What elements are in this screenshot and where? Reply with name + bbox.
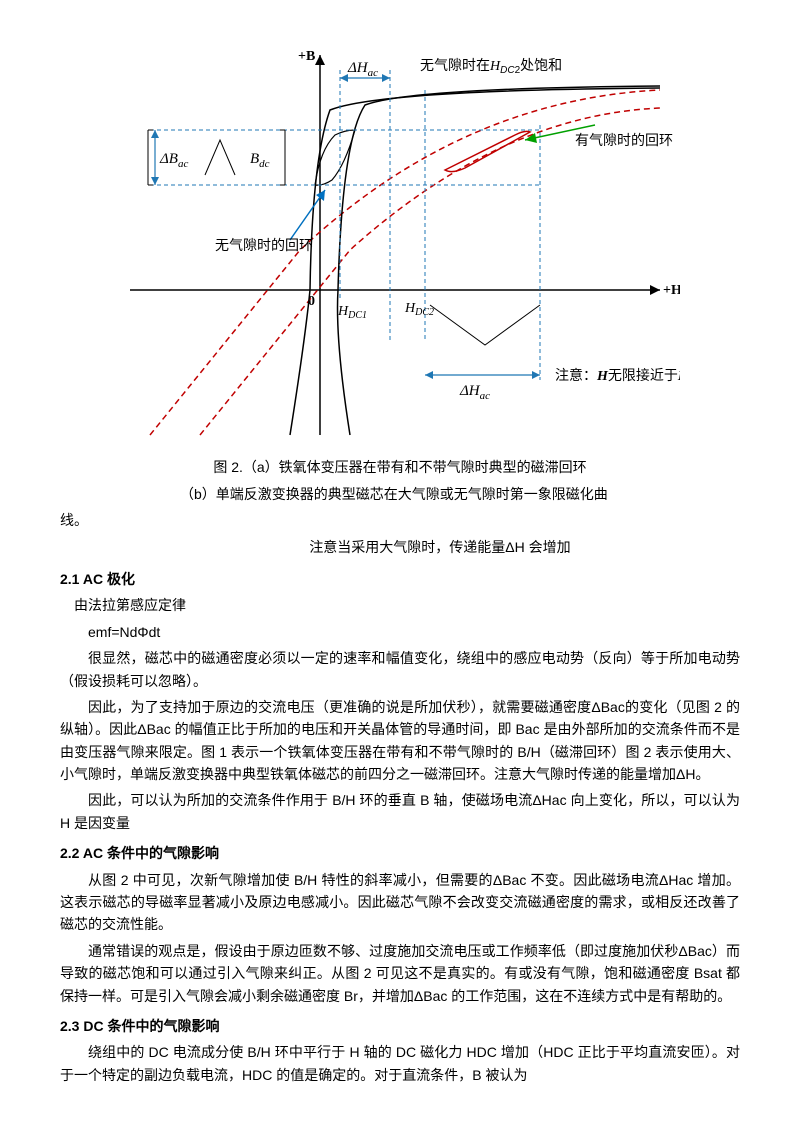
- section-2-1-title: 2.1 AC 极化: [60, 568, 740, 590]
- section-2-1-p3: 因此，可以认为所加的交流条件作用于 B/H 环的垂直 B 轴，使磁场电流ΔHac…: [60, 789, 740, 834]
- section-2-1-intro: 由法拉第感应定律: [74, 594, 740, 616]
- section-2-1-p1: 很显然，磁芯中的磁通密度必须以一定的速率和幅值变化，绕组中的感应电动势（反向）等…: [60, 647, 740, 692]
- bdc-label: Bdc: [250, 151, 270, 170]
- hdc1-label: HDC1: [337, 304, 367, 321]
- section-2-2-title: 2.2 AC 条件中的气隙影响: [60, 842, 740, 864]
- saturation-label: 无气隙时在HDC2处饱和: [420, 57, 562, 76]
- axis-b-label: +B: [298, 49, 315, 64]
- delta-hac-bot: ΔHac: [459, 383, 490, 402]
- figure-caption-b-tail: 线。: [60, 509, 740, 531]
- section-2-2-p1: 从图 2 中可见，次新气隙增加使 B/H 特性的斜率减小，但需要的ΔBac 不变…: [60, 869, 740, 936]
- figure-note-energy: 注意当采用大气隙时，传递能量ΔH 会增加: [60, 536, 740, 558]
- bh-curve-chart: +H +B 0 ΔHac 无气隙时在HDC2处饱和 有气隙时的回环 ΔBac B…: [120, 40, 680, 446]
- note-label: 注意：H无限接近于Idc: [555, 367, 680, 386]
- section-2-3-title: 2.3 DC 条件中的气隙影响: [60, 1015, 740, 1037]
- section-2-1-p2: 因此，为了支持加于原边的交流电压（更准确的说是所加伏秒），就需要磁通密度ΔBac…: [60, 696, 740, 786]
- section-2-2-p2: 通常错误的观点是，假设由于原边匝数不够、过度施加交流电压或工作频率低（即过度施加…: [60, 940, 740, 1007]
- no-gap-loop-label: 无气隙时的回环: [215, 237, 313, 253]
- figure-caption-a: 图 2.（a）铁氧体变压器在带有和不带气隙时典型的磁滞回环: [60, 456, 740, 478]
- faraday-formula: emf=NdΦdt: [88, 621, 740, 643]
- delta-bac-label: ΔBac: [159, 151, 188, 170]
- chart-svg: +H +B 0 ΔHac 无气隙时在HDC2处饱和 有气隙时的回环 ΔBac B…: [120, 40, 680, 440]
- section-2-3-p1: 绕组中的 DC 电流成分使 B/H 环中平行于 H 轴的 DC 磁化力 HDC …: [60, 1041, 740, 1086]
- figure-caption-b: （b）单端反激变换器的典型磁芯在大气隙或无气隙时第一象限磁化曲: [60, 483, 740, 505]
- hdc2-label: HDC2: [404, 301, 434, 318]
- axis-h-label: +H: [663, 283, 680, 298]
- with-gap-loop-label: 有气隙时的回环: [575, 132, 673, 148]
- delta-hac-top: ΔHac: [347, 60, 378, 79]
